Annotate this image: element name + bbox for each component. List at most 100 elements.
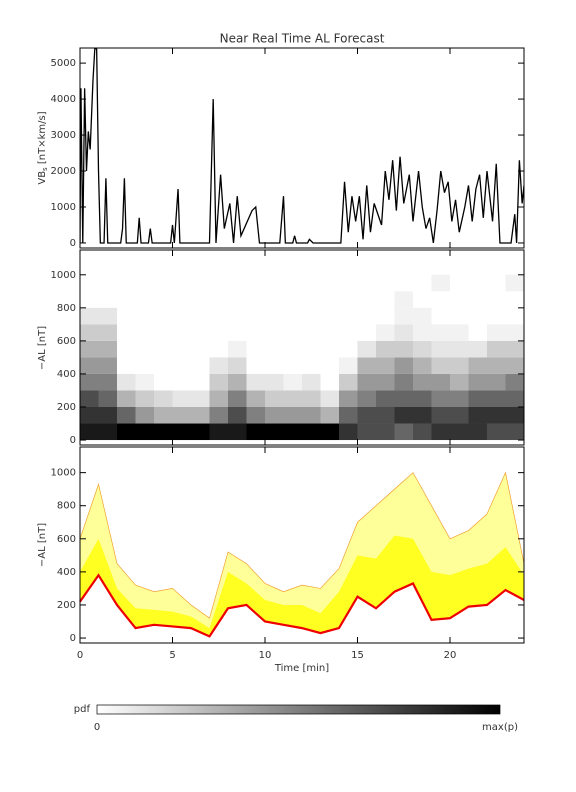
heat-cell <box>431 357 450 374</box>
heat-cell <box>431 274 450 292</box>
heat-cell <box>228 340 247 358</box>
y-tick-label: 400 <box>57 369 76 380</box>
heat-cell <box>468 406 487 424</box>
heat-cell <box>98 307 117 325</box>
heat-cell <box>339 390 358 407</box>
heat-cell <box>98 390 117 407</box>
chart-title: Near Real Time AL Forecast <box>220 32 385 46</box>
heat-cell <box>117 423 136 441</box>
heat-cell <box>357 423 376 441</box>
heat-cell <box>80 373 99 391</box>
heat-cell <box>265 406 284 424</box>
heat-cell <box>505 324 524 341</box>
heat-cell <box>450 406 469 424</box>
median-line <box>79 573 525 638</box>
heat-cell <box>98 357 117 374</box>
heat-cell <box>413 307 432 325</box>
x-tick-label: 15 <box>351 650 364 661</box>
heat-cell <box>468 423 487 441</box>
heat-cell <box>80 423 99 441</box>
x-tick-label: 20 <box>444 650 457 661</box>
heat-cell <box>320 406 339 424</box>
heat-cell <box>265 373 284 391</box>
heat-cell <box>413 373 432 391</box>
heat-cell <box>283 373 302 391</box>
heat-cell <box>283 423 302 441</box>
y-tick-label: 0 <box>70 633 76 644</box>
heat-cell <box>413 423 432 441</box>
heat-cell <box>487 423 506 441</box>
heat-cell <box>505 340 524 358</box>
heat-cell <box>413 340 432 358</box>
heat-cell <box>228 406 247 424</box>
heat-cell <box>505 390 524 407</box>
y-tick-label: 5000 <box>51 58 76 69</box>
heat-cell <box>394 373 413 391</box>
y-tick-label: 200 <box>57 600 76 611</box>
y-tick-label: 3000 <box>51 130 76 141</box>
x-tick-label: 0 <box>77 650 83 661</box>
heat-cell <box>98 324 117 341</box>
heat-cell <box>413 390 432 407</box>
x-tick-label: 10 <box>259 650 272 661</box>
heat-cell <box>431 373 450 391</box>
heat-cell <box>431 390 450 407</box>
heat-cell <box>468 340 487 358</box>
heat-cell <box>117 390 136 407</box>
heat-cell <box>135 373 154 391</box>
heat-cell <box>376 423 395 441</box>
heat-cell <box>505 423 524 441</box>
heat-cell <box>191 423 210 441</box>
heat-cell <box>154 390 173 407</box>
heat-cell <box>505 373 524 391</box>
heat-cell <box>376 324 395 341</box>
heat-cell <box>246 406 265 424</box>
heat-cell <box>357 390 376 407</box>
heat-cell <box>376 373 395 391</box>
heat-cell <box>487 340 506 358</box>
heat-cell <box>228 357 247 374</box>
heat-cell <box>135 390 154 407</box>
heat-cell <box>172 390 191 407</box>
colorbar <box>96 704 501 715</box>
y-tick-label: 1000 <box>51 468 76 479</box>
heat-cell <box>228 373 247 391</box>
heat-cell <box>80 406 99 424</box>
heat-cell <box>468 373 487 391</box>
heat-cell <box>117 373 136 391</box>
y-label-main: VB <box>37 171 48 185</box>
y-tick-label: 600 <box>57 336 76 347</box>
heat-cell <box>339 423 358 441</box>
heat-cell <box>487 390 506 407</box>
y-tick-label: 800 <box>57 303 76 314</box>
heat-cell <box>80 307 99 325</box>
heat-cell <box>135 406 154 424</box>
heat-cell <box>265 423 284 441</box>
heat-cell <box>135 423 154 441</box>
plot-frame <box>79 446 525 644</box>
heat-cell <box>487 357 506 374</box>
heat-cell <box>283 390 302 407</box>
heat-cell <box>209 423 228 441</box>
y-tick-label: 0 <box>70 435 76 446</box>
y-tick-label: 800 <box>57 501 76 512</box>
data-line <box>80 48 524 244</box>
inner-band <box>80 535 524 637</box>
heat-cell <box>98 340 117 358</box>
heat-cell <box>302 406 321 424</box>
heat-cell <box>191 390 210 407</box>
plot-frame <box>79 47 525 249</box>
heat-cell <box>413 324 432 341</box>
heat-cell <box>154 406 173 424</box>
heat-cell <box>450 373 469 391</box>
heat-cell <box>394 340 413 358</box>
y-tick-label: 4000 <box>51 94 76 105</box>
y-axis-label: −AL [nT] <box>37 523 48 567</box>
heat-cell <box>394 324 413 341</box>
heat-cell <box>450 324 469 341</box>
heat-cell <box>98 373 117 391</box>
heat-cell <box>431 423 450 441</box>
heat-cell <box>302 390 321 407</box>
heat-cell <box>357 357 376 374</box>
heat-cell <box>246 423 265 441</box>
